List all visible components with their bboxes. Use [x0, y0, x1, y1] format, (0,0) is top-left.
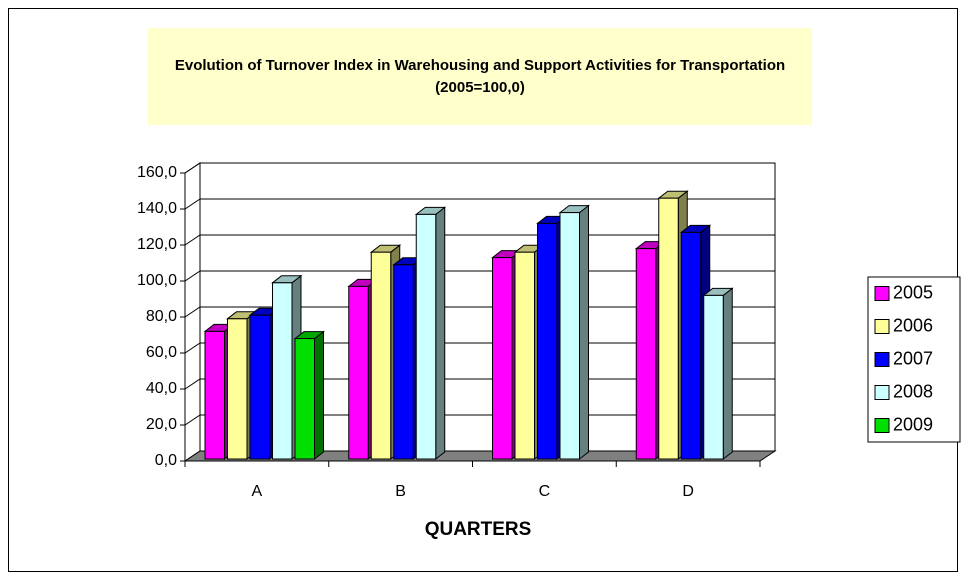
y-tick-label: 20,0 — [146, 416, 177, 433]
bar-front — [294, 338, 315, 460]
bar-side — [435, 206, 446, 461]
bar-side — [722, 287, 733, 461]
bar — [414, 206, 447, 461]
legend-label: 2008 — [893, 381, 933, 401]
legend-swatch — [874, 418, 890, 433]
bar-front — [635, 248, 657, 460]
y-tick-label: 120,0 — [137, 236, 177, 253]
title-box: Evolution of Turnover Index in Warehousi… — [148, 28, 812, 125]
legend-label: 2007 — [893, 348, 933, 368]
y-tick-label: 160,0 — [137, 164, 177, 181]
bar-front — [537, 222, 558, 460]
legend-swatch — [874, 385, 890, 400]
x-tick-label: A — [252, 483, 263, 500]
bar-front — [492, 257, 513, 460]
legend-label: 2009 — [893, 414, 933, 434]
grid-line — [184, 198, 775, 210]
bar — [558, 204, 590, 461]
legend-swatch — [874, 286, 890, 301]
bar — [702, 287, 734, 461]
bar-front — [204, 330, 225, 460]
y-tick-label: 60,0 — [146, 344, 177, 361]
chart-title: Evolution of Turnover Index in Warehousi… — [174, 56, 786, 74]
bar-front — [227, 318, 248, 460]
bar-front — [370, 251, 392, 460]
bar-front — [703, 294, 724, 460]
floor — [183, 450, 777, 462]
chart-subtitle: (2005=100,0) — [435, 78, 525, 96]
bar-front — [249, 314, 270, 460]
y-tick-label: 80,0 — [146, 308, 177, 325]
y-tick-label: 0,0 — [155, 452, 177, 469]
x-tick-label: B — [395, 483, 406, 500]
bar-front — [272, 282, 293, 460]
y-tick-label: 40,0 — [146, 380, 177, 397]
x-tick-label: C — [539, 483, 551, 500]
legend-label: 2005 — [893, 282, 933, 302]
legend-swatch — [874, 319, 890, 334]
legend-swatch — [874, 352, 890, 367]
bar-front — [415, 213, 437, 460]
x-axis-label: QUARTERS — [425, 519, 532, 540]
grid-line — [184, 162, 775, 174]
bar-side — [314, 330, 324, 461]
bar — [293, 330, 325, 461]
y-tick-label: 140,0 — [137, 200, 177, 217]
bar-front — [514, 251, 535, 460]
bar-side — [579, 204, 589, 461]
y-tick-label: 100,0 — [137, 272, 177, 289]
bar-front — [559, 212, 580, 460]
bar-front — [348, 285, 369, 460]
bar-front — [393, 264, 414, 460]
x-tick-label: D — [682, 483, 694, 500]
bar-front — [680, 231, 702, 460]
legend-label: 2006 — [893, 315, 933, 335]
bar-front — [658, 197, 679, 460]
